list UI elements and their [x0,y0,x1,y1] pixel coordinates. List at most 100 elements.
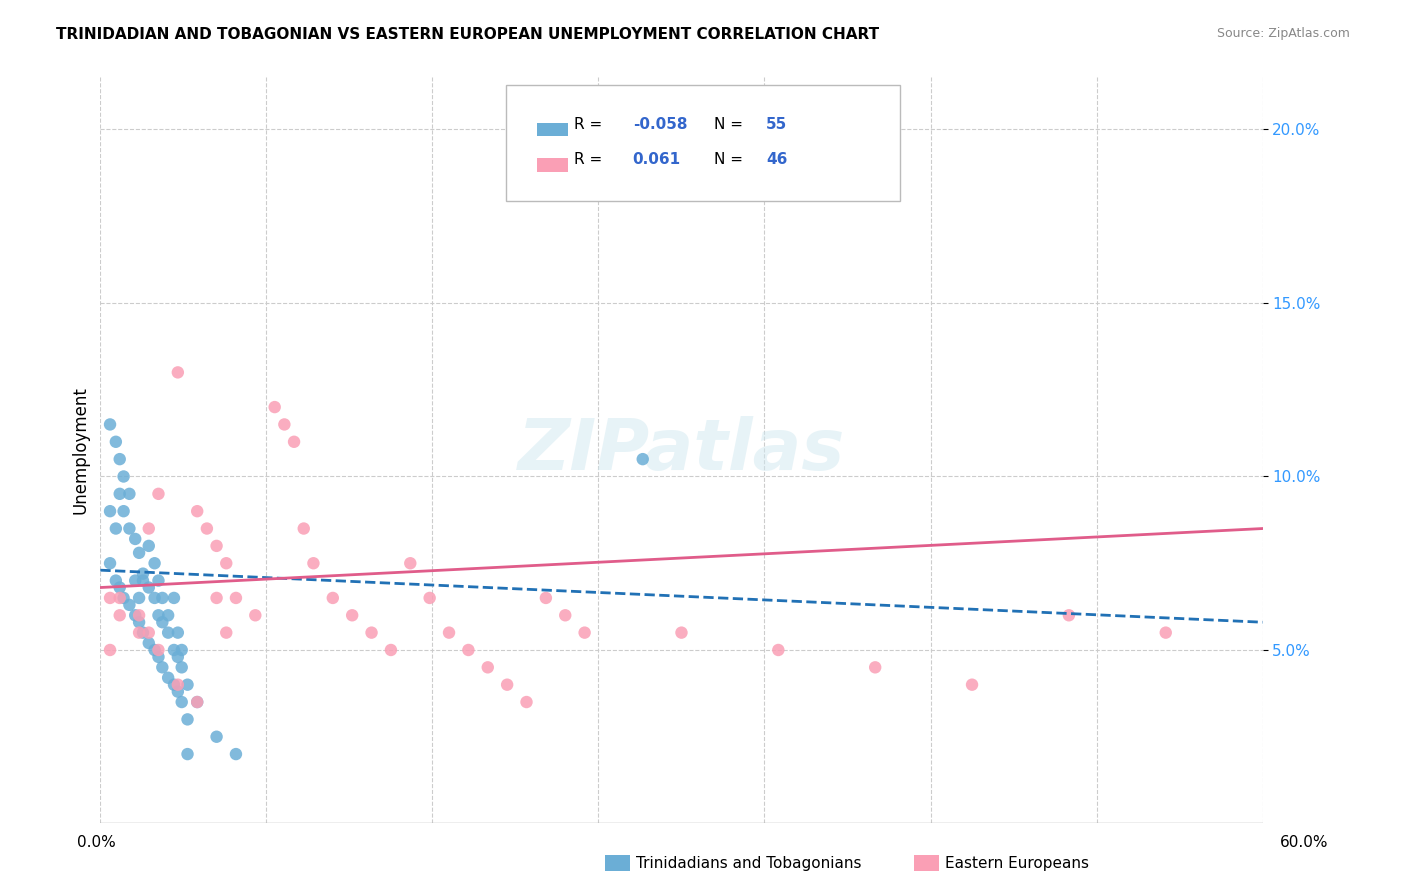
Point [554,608,576,623]
Point [98,643,121,657]
Point [245,608,267,623]
Point [163,678,186,692]
Point [176,678,198,692]
Point [124,608,146,623]
Point [104,522,127,536]
Point [457,643,479,657]
Point [138,581,160,595]
Text: R =: R = [574,153,602,167]
Point [143,556,166,570]
Text: Eastern Europeans: Eastern Europeans [945,856,1088,871]
Point [163,643,186,657]
Point [163,591,186,605]
Point [283,434,305,449]
Text: Trinidadians and Tobagonians: Trinidadians and Tobagonians [636,856,860,871]
Point [108,452,131,467]
Point [138,539,160,553]
Point [98,556,121,570]
Point [176,712,198,726]
Point [215,556,238,570]
Point [143,591,166,605]
Point [205,539,228,553]
Point [437,625,460,640]
Point [768,643,790,657]
Point [132,625,155,640]
Point [124,532,146,546]
Point [98,591,121,605]
Point [112,504,135,518]
Point [496,678,519,692]
Point [150,591,173,605]
Point [225,747,247,761]
Point [631,452,654,467]
Point [118,487,141,501]
Point [263,400,285,414]
Text: R =: R = [574,118,602,132]
Y-axis label: Unemployment: Unemployment [72,386,89,515]
Point [302,556,325,570]
Point [118,522,141,536]
Point [360,625,382,640]
Point [205,591,228,605]
Text: Source: ZipAtlas.com: Source: ZipAtlas.com [1216,27,1350,40]
Point [176,747,198,761]
Point [150,660,173,674]
Point [128,615,150,630]
Point [157,625,180,640]
Point [138,625,160,640]
Text: 46: 46 [766,153,787,167]
Point [166,365,188,379]
Point [128,546,150,560]
Point [399,556,422,570]
Point [108,591,131,605]
Text: -0.058: -0.058 [633,118,688,132]
Point [380,643,402,657]
Point [170,643,193,657]
Point [132,574,155,588]
Point [148,487,170,501]
Point [186,504,208,518]
Text: 0.0%: 0.0% [77,836,117,850]
Point [124,574,146,588]
Point [273,417,295,432]
Point [534,591,557,605]
Point [108,487,131,501]
Point [112,591,135,605]
Text: N =: N = [714,118,744,132]
Point [419,591,441,605]
Point [138,522,160,536]
Point [157,671,180,685]
Point [132,566,155,581]
Point [186,695,208,709]
Point [148,649,170,664]
Point [118,598,141,612]
Point [1154,625,1177,640]
Point [150,615,173,630]
Point [148,608,170,623]
Point [515,695,537,709]
Point [322,591,344,605]
Point [225,591,247,605]
Point [166,625,188,640]
Point [292,522,315,536]
Text: 0.061: 0.061 [633,153,681,167]
Point [157,608,180,623]
Point [138,636,160,650]
Text: ZIPatlas: ZIPatlas [517,416,845,485]
Point [148,574,170,588]
Point [477,660,499,674]
Point [960,678,983,692]
Point [205,730,228,744]
Point [128,608,150,623]
Point [166,678,188,692]
Point [104,434,127,449]
Point [112,469,135,483]
Point [143,643,166,657]
Point [1057,608,1080,623]
Point [166,649,188,664]
Point [671,625,693,640]
Point [98,504,121,518]
Text: N =: N = [714,153,744,167]
Text: TRINIDADIAN AND TOBAGONIAN VS EASTERN EUROPEAN UNEMPLOYMENT CORRELATION CHART: TRINIDADIAN AND TOBAGONIAN VS EASTERN EU… [56,27,879,42]
Point [108,608,131,623]
